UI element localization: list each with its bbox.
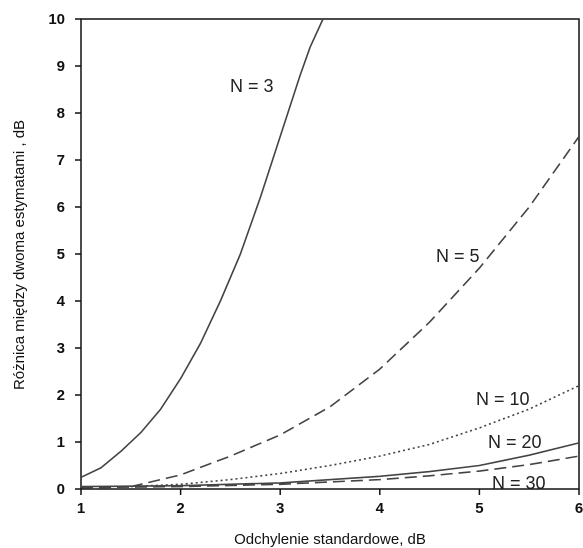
x-tick-label: 2 [176,500,184,517]
series-label-n-10: N = 10 [476,389,530,409]
series-layer [80,18,580,489]
series-labels: N = 3 N = 5 N = 10 N = 20 N = 30 [230,76,546,493]
y-axis-title: Różnica między dwoma estymatami , dB [11,120,28,390]
series-label-n-20: N = 20 [488,432,542,452]
x-tick-label: 6 [575,500,583,517]
x-tick-label: 5 [475,500,483,517]
y-tick-label: 10 [48,11,65,28]
y-tick-label: 3 [57,340,65,357]
y-tick-label: 7 [57,152,65,169]
y-tick-label: 4 [57,293,66,310]
series-label-n-30: N = 30 [492,473,546,493]
series-label-n-3: N = 3 [230,76,274,96]
series-line-n-10 [130,384,580,488]
y-tick-label: 6 [57,199,65,216]
y-tick-label: 9 [57,58,65,75]
x-tick-label: 4 [376,500,385,517]
x-axis-title: Odchylenie standardowe, dB [234,531,426,548]
y-tick-label: 5 [57,246,65,263]
series-line-n-5 [130,136,580,488]
series-line-n-20 [80,442,580,488]
x-tick-label: 1 [77,500,85,517]
y-tick-label: 0 [57,481,65,498]
series-label-n-5: N = 5 [436,246,480,266]
series-line-n-3 [80,18,324,479]
series-line-n-30 [80,455,580,489]
x-tick-label: 3 [276,500,284,517]
y-tick-label: 1 [57,434,65,451]
y-tick-label: 8 [57,105,65,122]
y-tick-label: 2 [57,387,65,404]
